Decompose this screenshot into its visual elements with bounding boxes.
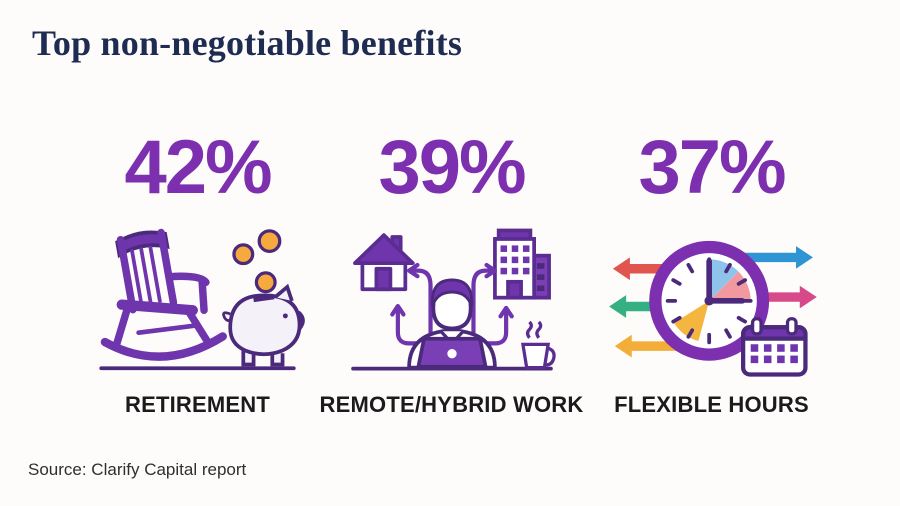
right-arrows (742, 246, 817, 309)
page-title: Top non-negotiable benefits (32, 23, 463, 63)
flexible-label: FLEXIBLE HOURS (614, 392, 809, 417)
coins (232, 229, 282, 294)
house (352, 233, 415, 292)
remote-label: REMOTE/HYBRID WORK (319, 392, 584, 417)
benefit-flexible-hours: 37% (593, 130, 830, 418)
office-building (492, 228, 551, 300)
piggy-bank (222, 283, 305, 367)
person (406, 278, 497, 370)
left-arrows (608, 257, 685, 358)
benefit-retirement: 42% (85, 130, 310, 418)
clock-arrows-calendar-icon (603, 212, 821, 382)
direction-arrows (389, 262, 514, 346)
calendar (740, 317, 808, 377)
coffee-cup (520, 320, 556, 370)
benefit-remote-hybrid: 39% (320, 125, 584, 418)
clock-hands (705, 258, 745, 304)
person-laptop-house-office-icon (340, 212, 564, 382)
rocking-chair-piggy-bank-icon (90, 212, 305, 382)
source-text: Source: Clarify Capital report (28, 460, 247, 479)
remote-percent: 39% (378, 125, 526, 210)
retirement-percent: 42% (124, 125, 272, 210)
clock (648, 240, 769, 361)
flexible-percent: 37% (638, 125, 786, 210)
retirement-label: RETIREMENT (125, 392, 270, 417)
benefit-columns: 42% (85, 130, 830, 418)
